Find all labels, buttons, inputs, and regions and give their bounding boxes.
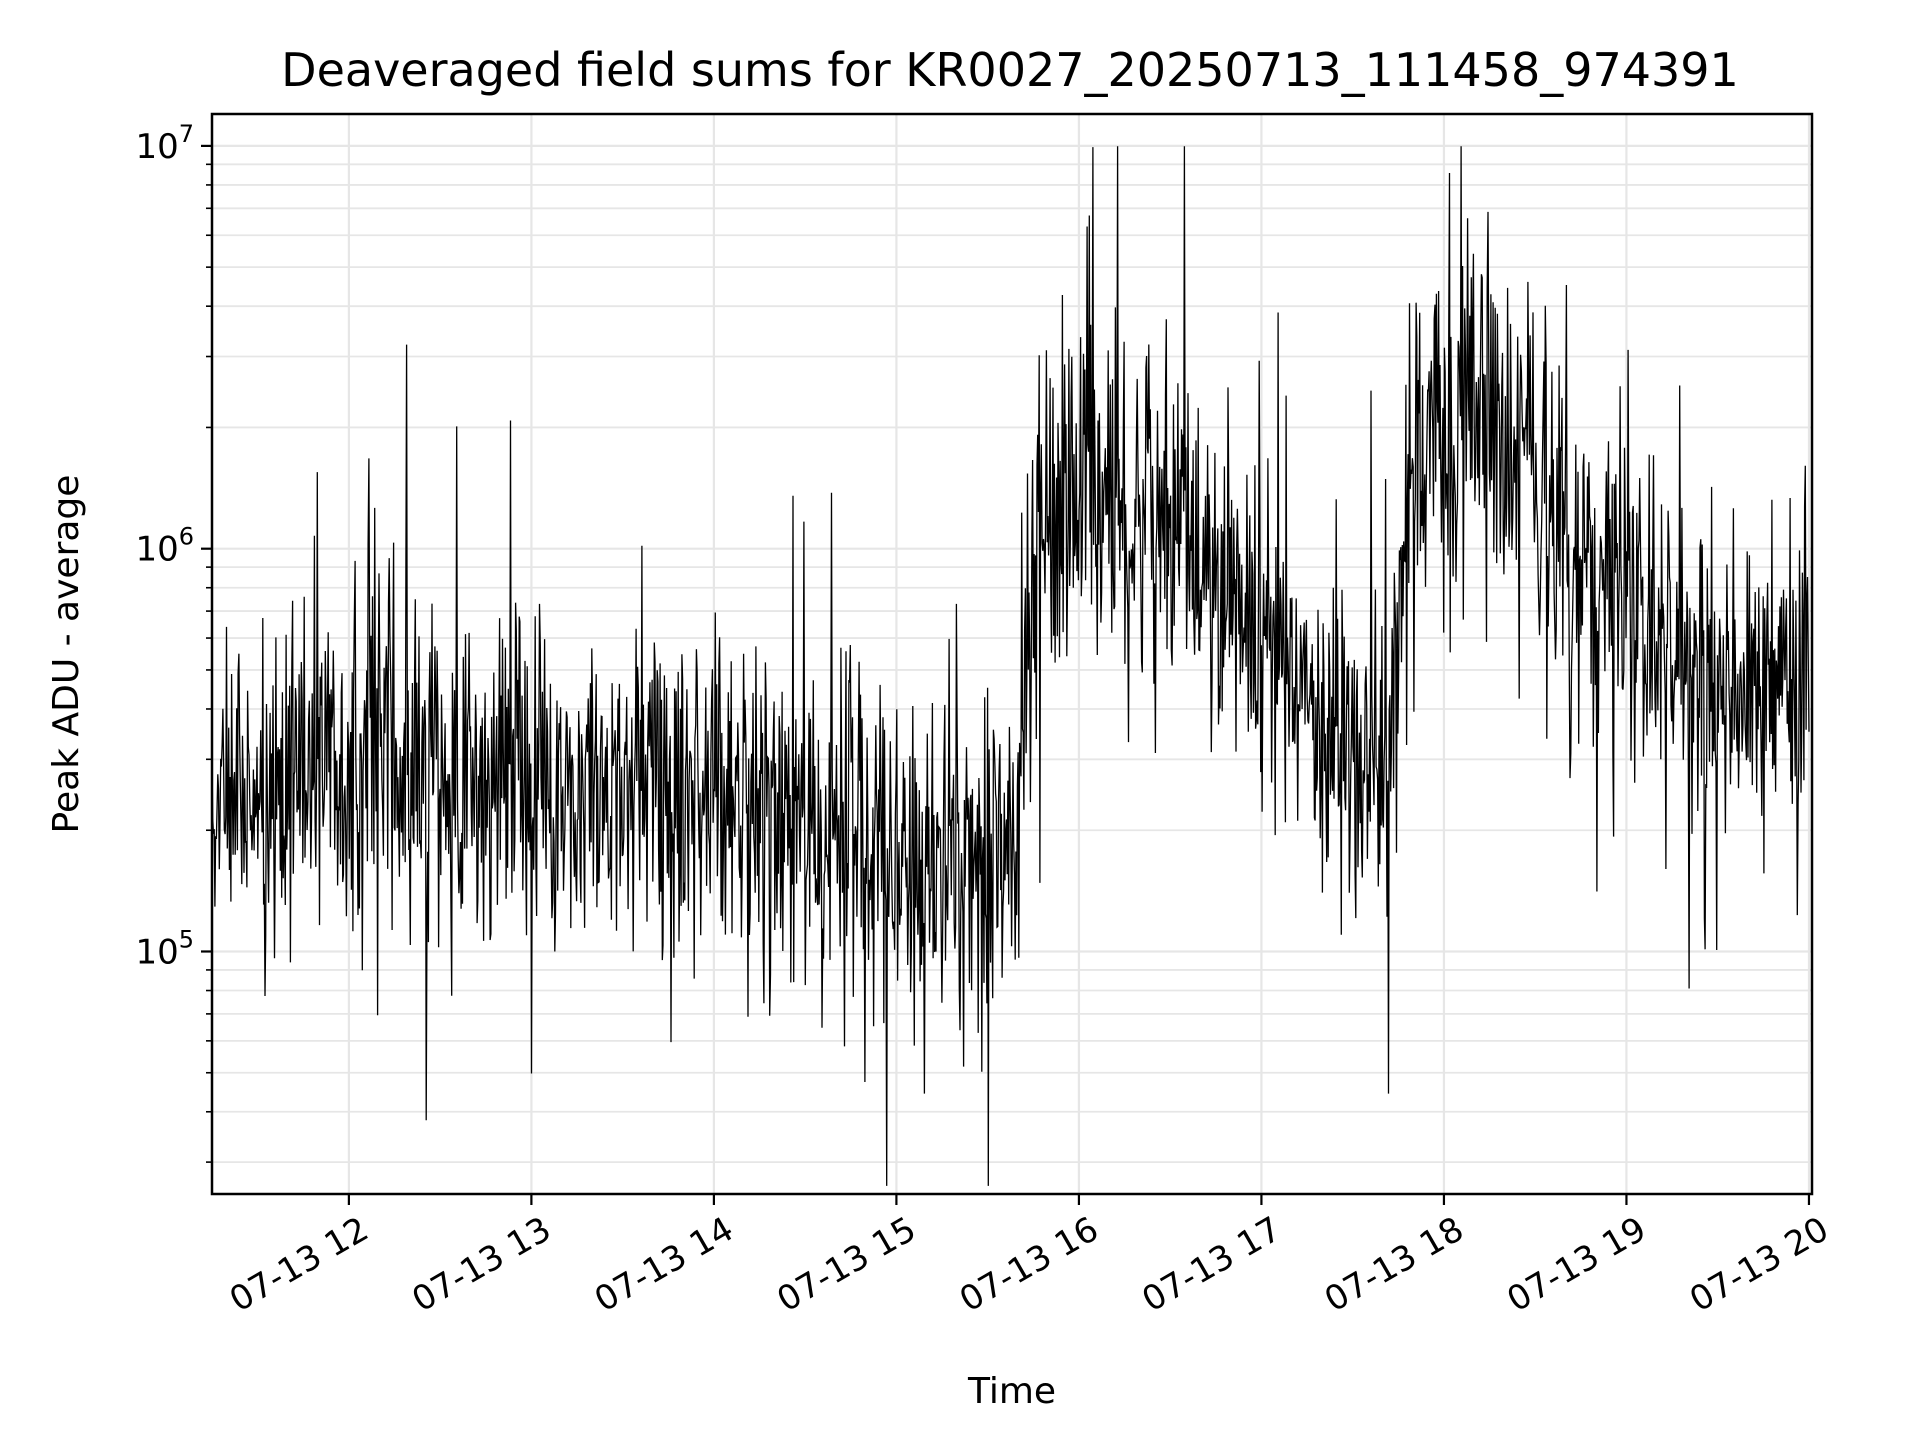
series-line xyxy=(211,146,1810,1186)
y-tick-label: 105 xyxy=(135,925,194,972)
y-tick-base: 10 xyxy=(135,932,178,972)
chart-title: Deaveraged field sums for KR0027_2025071… xyxy=(281,43,1739,97)
x-axis-label: Time xyxy=(967,1371,1056,1412)
y-axis-label: Peak ADU - average xyxy=(46,475,87,834)
y-tick-exponent: 5 xyxy=(179,925,194,953)
y-tick-label: 107 xyxy=(135,120,194,167)
y-tick-exponent: 6 xyxy=(179,523,194,551)
y-tick-label: 106 xyxy=(135,523,194,570)
y-tick-base: 10 xyxy=(135,530,178,570)
y-tick-base: 10 xyxy=(135,127,178,167)
y-tick-exponent: 7 xyxy=(179,120,194,148)
data-series xyxy=(211,146,1810,1186)
plot-frame xyxy=(210,112,1814,1196)
